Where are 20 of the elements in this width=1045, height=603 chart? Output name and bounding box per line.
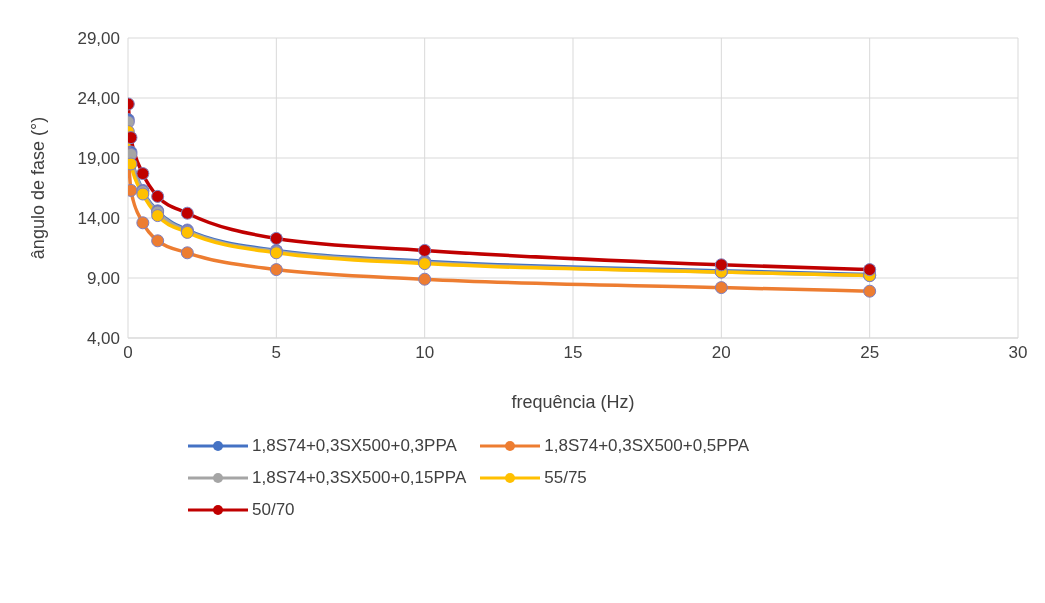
x-tick-label: 10	[415, 343, 435, 363]
x-tick-label: 30	[1008, 343, 1028, 363]
y-tick-label: 14,00	[77, 209, 120, 229]
y-tick-label: 9,00	[86, 269, 120, 289]
y-tick-label: 4,00	[86, 329, 120, 349]
y-tick-label: 29,00	[77, 29, 120, 49]
x-tick-label: 20	[711, 343, 731, 363]
x-axis-title: frequência (Hz)	[511, 392, 635, 412]
x-tick-label: 0	[123, 343, 133, 363]
x-tick-label: 25	[860, 343, 880, 363]
legend-label: 50/70	[252, 500, 295, 520]
x-tick-label: 5	[271, 343, 282, 363]
y-tick-label: 19,00	[77, 149, 120, 169]
x-tick-label: 15	[563, 343, 583, 363]
y-axis-title: ângulo de fase (°)	[28, 116, 49, 260]
legend-label: 1,8S74+0,3SX500+0,5PPA	[544, 436, 750, 456]
legend-label: 55/75	[544, 468, 587, 488]
y-tick-label: 24,00	[77, 89, 120, 109]
legend-label: 1,8S74+0,3SX500+0,15PPA	[252, 468, 467, 488]
legend-label: 1,8S74+0,3SX500+0,3PPA	[252, 436, 457, 456]
